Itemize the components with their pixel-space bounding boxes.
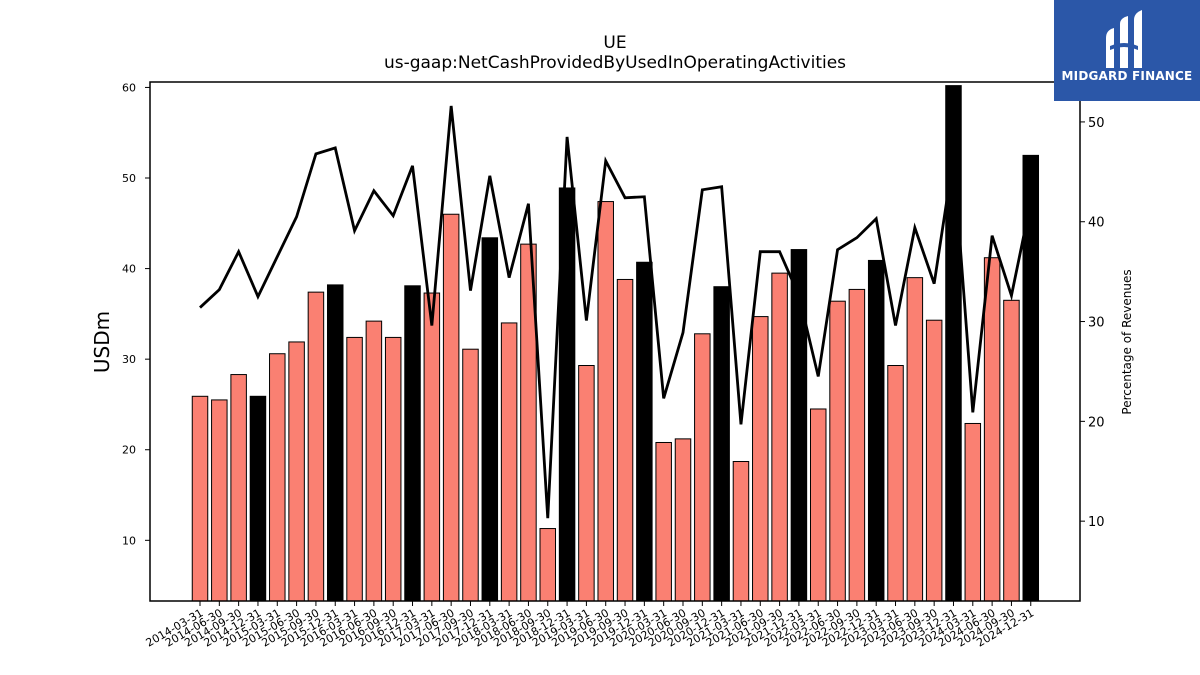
y-tick-label: 40 — [122, 263, 136, 276]
bar-2014-03-31 — [191, 395, 209, 602]
bar-2021-12-31 — [790, 249, 808, 602]
bar-2014-09-30 — [230, 374, 247, 602]
bar-2015-09-30 — [307, 291, 325, 602]
bar-2023-09-30 — [925, 319, 943, 602]
bar-2016-12-31 — [404, 285, 421, 602]
bar-2023-03-31 — [887, 365, 904, 602]
y-tick-label: 50 — [122, 172, 136, 185]
y2-tick-label: 40 — [1088, 216, 1105, 231]
brand-mark-icon — [1106, 10, 1142, 68]
bar-2020-06-30 — [674, 438, 692, 602]
bar-2015-06-30 — [288, 341, 305, 602]
bar-2019-12-31 — [636, 261, 653, 602]
ratio-line — [199, 105, 1033, 519]
bar-2024-03-31 — [964, 422, 982, 602]
bar-2019-09-30 — [616, 278, 634, 602]
chart-subtitle: us-gaap:NetCashProvidedByUsedInOperating… — [384, 53, 846, 73]
y-tick-label: 20 — [122, 444, 136, 457]
chart-title: UE — [603, 33, 626, 53]
bar-2015-12-31 — [326, 284, 344, 602]
bar-2014-12-31 — [249, 395, 267, 602]
bar-2022-06-30 — [829, 300, 846, 602]
bar-2023-06-30 — [906, 277, 924, 602]
y-tick-label: 60 — [122, 81, 136, 94]
bar-2016-06-30 — [365, 320, 383, 602]
brand-name: MIDGARD FINANCE — [1061, 69, 1193, 83]
brand-logo: MIDGARD FINANCE — [1054, 0, 1200, 101]
bar-2019-06-30 — [597, 201, 614, 602]
x-axis: 2014-03-312014-06-302014-09-302014-12-31… — [144, 601, 1036, 650]
y-tick-label: 10 — [122, 534, 136, 547]
bar-2015-03-31 — [269, 353, 286, 602]
bar-2017-06-30 — [442, 213, 460, 602]
bar-2022-09-30 — [848, 288, 866, 602]
y2-tick-label: 20 — [1088, 415, 1105, 430]
bar-2018-09-30 — [539, 528, 557, 602]
bar-2022-03-31 — [809, 408, 827, 602]
bar-2022-12-31 — [867, 259, 885, 602]
bar-layer — [191, 85, 1040, 602]
bar-2020-03-31 — [655, 441, 672, 602]
y-tick-label: 30 — [122, 353, 136, 366]
y2-tick-label: 50 — [1088, 116, 1105, 131]
y2-axis-label: Percentage of Revenues — [1120, 269, 1134, 414]
bar-2020-12-31 — [713, 286, 730, 602]
bar-2017-12-31 — [481, 237, 499, 602]
bar-2024-06-30 — [983, 257, 1001, 602]
bar-2017-09-30 — [462, 348, 479, 602]
bar-2021-06-30 — [752, 316, 769, 602]
y2-tick-label: 30 — [1088, 316, 1105, 331]
bar-2020-09-30 — [694, 333, 711, 602]
plot-frame — [149, 81, 1081, 602]
bar-2014-06-30 — [211, 399, 228, 602]
bar-2021-09-30 — [771, 272, 788, 602]
bar-2019-03-31 — [578, 365, 595, 602]
bar-2016-09-30 — [384, 336, 402, 602]
y2-axis: 10 20 30 40 50 — [1080, 116, 1105, 530]
bar-2016-03-31 — [346, 336, 363, 602]
bar-2018-03-31 — [500, 322, 518, 602]
bar-2017-03-31 — [423, 292, 441, 602]
bar-2024-09-30 — [1003, 299, 1020, 602]
y2-tick-label: 10 — [1088, 515, 1105, 530]
y-axis: 10 20 30 40 50 60 — [122, 81, 150, 547]
bar-2021-03-31 — [732, 461, 750, 602]
y-axis-label: USDm — [90, 311, 114, 373]
line-layer — [199, 105, 1033, 519]
